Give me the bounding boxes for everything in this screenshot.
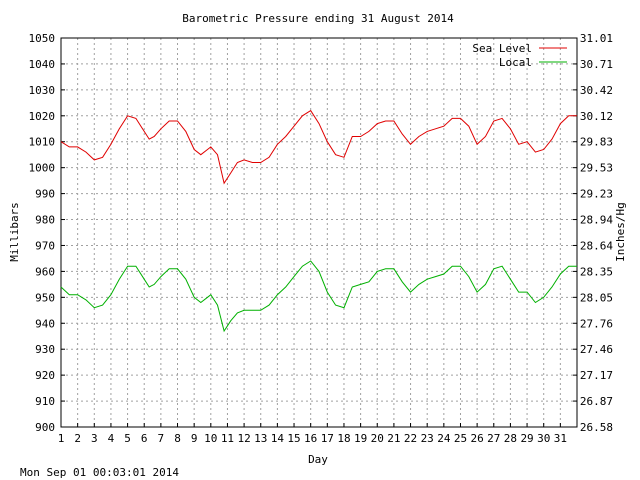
x-tick-label: 7 xyxy=(158,432,165,445)
y2-tick-label: 29.83 xyxy=(580,136,613,149)
y-tick-label: 1030 xyxy=(29,84,56,97)
x-tick-label: 6 xyxy=(141,432,148,445)
y-tick-label: 980 xyxy=(35,214,55,227)
y-tick-label: 970 xyxy=(35,239,55,252)
y-tick-label: 900 xyxy=(35,421,55,434)
y-tick-label: 1020 xyxy=(29,110,56,123)
x-tick-label: 11 xyxy=(221,432,234,445)
x-tick-label: 10 xyxy=(204,432,217,445)
x-tick-label: 3 xyxy=(91,432,98,445)
x-tick-label: 22 xyxy=(404,432,417,445)
x-tick-label: 21 xyxy=(387,432,400,445)
y-axis-label: Millibars xyxy=(8,202,21,262)
x-tick-label: 5 xyxy=(124,432,131,445)
y2-tick-label: 28.35 xyxy=(580,265,613,278)
y2-tick-label: 29.53 xyxy=(580,162,613,175)
x-tick-label: 12 xyxy=(237,432,250,445)
legend: Sea Level Local xyxy=(472,42,567,69)
legend-label-local: Local xyxy=(499,56,532,69)
y2-tick-label: 26.58 xyxy=(580,421,613,434)
legend-label-sea-level: Sea Level xyxy=(472,42,532,55)
x-tick-label: 20 xyxy=(371,432,384,445)
x-tick-label: 2 xyxy=(74,432,81,445)
y2-tick-label: 26.87 xyxy=(580,395,613,408)
y2-tick-label: 27.46 xyxy=(580,343,613,356)
series-layer xyxy=(60,109,577,333)
sea-level-line xyxy=(60,109,577,185)
y-tick-label: 920 xyxy=(35,369,55,382)
x-tick-label: 4 xyxy=(108,432,115,445)
x-tick-label: 27 xyxy=(487,432,500,445)
local-line xyxy=(60,260,577,333)
y-tick-label: 930 xyxy=(35,343,55,356)
x-tick-label: 9 xyxy=(191,432,198,445)
x-tick-label: 30 xyxy=(537,432,550,445)
generated-timestamp: Mon Sep 01 00:03:01 2014 xyxy=(20,466,179,479)
y2-tick-label: 27.17 xyxy=(580,369,613,382)
y2-tick-label: 28.05 xyxy=(580,291,613,304)
y-tick-label: 960 xyxy=(35,265,55,278)
x-tick-label: 16 xyxy=(304,432,317,445)
x-tick-label: 1 xyxy=(58,432,65,445)
y-tick-label: 1000 xyxy=(29,162,56,175)
x-tick-label: 14 xyxy=(271,432,285,445)
y-tick-label: 950 xyxy=(35,291,55,304)
x-tick-label: 25 xyxy=(454,432,467,445)
y2-tick-label: 31.01 xyxy=(580,32,613,45)
grid xyxy=(61,38,577,427)
y2-tick-label: 27.76 xyxy=(580,317,613,330)
y2-tick-label: 30.71 xyxy=(580,58,613,71)
plot-frame xyxy=(60,37,578,428)
x-tick-label: 13 xyxy=(254,432,267,445)
x-axis-label: Day xyxy=(308,453,328,466)
x-tick-label: 31 xyxy=(554,432,567,445)
y2-tick-label: 30.42 xyxy=(580,84,613,97)
y-tick-label: 1040 xyxy=(29,58,56,71)
y-tick-label: 940 xyxy=(35,317,55,330)
y-tick-label: 990 xyxy=(35,188,55,201)
chart-title: Barometric Pressure ending 31 August 201… xyxy=(182,12,454,25)
x-tick-label: 8 xyxy=(174,432,181,445)
x-tick-label: 18 xyxy=(337,432,350,445)
x-tick-label: 19 xyxy=(354,432,367,445)
x-tick-label: 17 xyxy=(321,432,334,445)
x-tick-label: 28 xyxy=(504,432,517,445)
x-tick-label: 29 xyxy=(520,432,533,445)
y2-axis-label: Inches/Hg xyxy=(614,202,627,262)
x-tick-label: 23 xyxy=(421,432,434,445)
y2-tick-label: 28.94 xyxy=(580,214,613,227)
y-tick-label: 1050 xyxy=(29,32,56,45)
y-tick-label: 1010 xyxy=(29,136,56,149)
x-tick-label: 24 xyxy=(437,432,451,445)
x-tick-label: 26 xyxy=(471,432,484,445)
y2-tick-label: 30.12 xyxy=(580,110,613,123)
x-tick-label: 15 xyxy=(287,432,300,445)
y2-tick-label: 29.23 xyxy=(580,188,613,201)
y2-tick-label: 28.64 xyxy=(580,239,613,252)
y-tick-label: 910 xyxy=(35,395,55,408)
